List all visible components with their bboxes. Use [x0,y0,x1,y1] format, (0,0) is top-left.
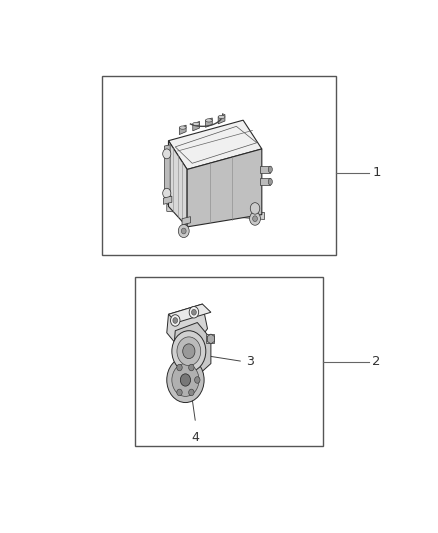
Polygon shape [207,334,215,344]
Polygon shape [218,115,225,124]
Bar [260,166,270,173]
Circle shape [180,374,191,386]
Polygon shape [169,141,187,227]
Ellipse shape [268,179,272,185]
Bar [206,334,214,343]
Circle shape [183,344,195,359]
Polygon shape [164,145,170,200]
Ellipse shape [205,119,212,122]
Polygon shape [187,149,262,227]
Text: 1: 1 [372,166,381,179]
Text: 3: 3 [247,355,254,368]
Circle shape [181,228,186,234]
Circle shape [194,377,200,383]
Circle shape [178,224,189,238]
Ellipse shape [193,122,200,126]
Circle shape [189,389,194,395]
Ellipse shape [268,166,272,173]
Circle shape [162,188,171,198]
Bar [102,76,336,255]
Text: 2: 2 [372,355,381,368]
Polygon shape [173,322,211,376]
Circle shape [172,330,206,372]
Polygon shape [169,304,211,322]
Polygon shape [167,304,208,349]
Circle shape [189,306,199,318]
Polygon shape [179,125,186,134]
Circle shape [189,364,194,371]
Circle shape [177,364,182,371]
Circle shape [177,337,201,366]
Polygon shape [193,122,200,131]
Polygon shape [205,118,212,127]
Bar [134,277,323,446]
Polygon shape [169,120,262,169]
Circle shape [170,314,180,326]
Circle shape [253,216,258,222]
Circle shape [250,212,261,225]
Ellipse shape [218,115,225,118]
Polygon shape [163,196,172,204]
Circle shape [173,318,178,324]
Circle shape [250,203,260,214]
Ellipse shape [179,126,186,129]
Circle shape [177,389,182,395]
Circle shape [167,358,204,402]
Circle shape [191,309,196,315]
Bar [260,179,270,185]
Polygon shape [167,204,265,220]
Text: 4: 4 [192,431,200,445]
Polygon shape [182,216,191,225]
Circle shape [172,364,199,397]
Circle shape [162,149,171,159]
